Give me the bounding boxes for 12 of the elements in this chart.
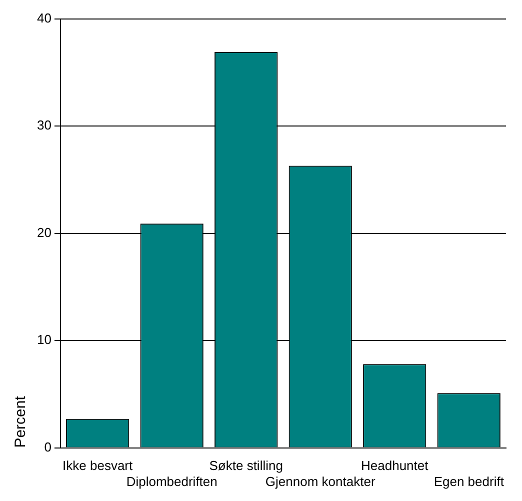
y-tick-label: 0 — [44, 439, 52, 454]
y-tick-label: 30 — [36, 118, 52, 133]
y-axis-title: Percent — [12, 395, 30, 448]
y-tick-label: 40 — [36, 10, 52, 26]
x-tick-label: Ikke besvart — [62, 458, 134, 474]
y-tick-label: 20 — [36, 224, 52, 240]
x-tick-label: Søkte stilling — [209, 458, 283, 474]
x-tick-label: Gjennom kontakter — [265, 474, 376, 489]
x-tick-label: Egen bedrift — [434, 474, 504, 489]
y-tick-label: 10 — [36, 332, 52, 348]
x-tick-label: Diplombedriften — [126, 474, 218, 489]
x-tick-label: Headhuntet — [361, 458, 429, 474]
